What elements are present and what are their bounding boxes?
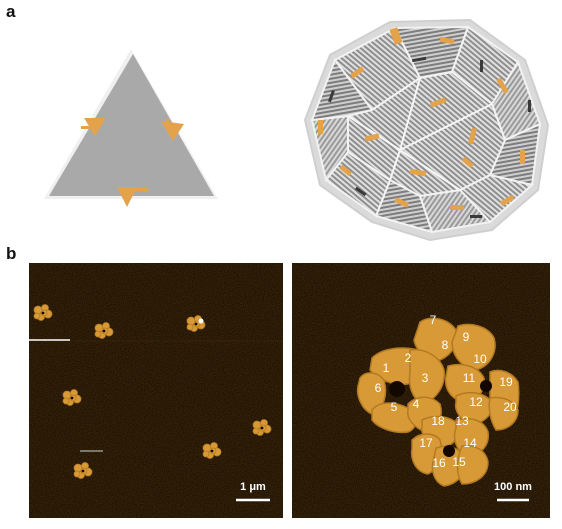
- panel-b-letter: b: [6, 244, 17, 263]
- particle-number-label: 14: [463, 436, 477, 450]
- particle-number-label: 13: [455, 414, 469, 428]
- cage-dark-gaps: [328, 56, 531, 218]
- cage-orange-strands: [318, 27, 525, 210]
- particle-number-label: 9: [463, 330, 470, 344]
- particle-number-label: 11: [463, 371, 476, 385]
- triangle-tile-diagram: [44, 49, 218, 207]
- particle-number-label: 15: [452, 455, 466, 469]
- scale-label-100nm: 100 nm: [494, 481, 532, 493]
- scale-label-1um: 1 μm: [240, 481, 266, 493]
- particle-number-label: 8: [442, 338, 449, 352]
- particle-number-label: 19: [499, 375, 513, 389]
- afm-particle: [94, 322, 114, 339]
- afm-bright-spot: [198, 318, 204, 324]
- particle-number-label: 5: [391, 400, 398, 414]
- particle-number-label: 4: [413, 397, 420, 411]
- afm-particle: [252, 419, 272, 436]
- binding-site-left: [81, 118, 106, 136]
- panel-a-letter: a: [6, 2, 16, 21]
- particle-number-label: 20: [503, 400, 517, 414]
- afm-particle: [202, 442, 222, 459]
- afm-overview-image: 1 μm: [29, 263, 283, 518]
- afm-zoom-pores: [389, 380, 492, 457]
- particle-number-label: 17: [419, 436, 433, 450]
- afm-overview-particles: [33, 304, 272, 479]
- afm-particle: [62, 389, 82, 406]
- particle-number-label: 16: [432, 456, 446, 470]
- afm-zoom-cage: [356, 317, 520, 487]
- afm-particle: [73, 462, 93, 479]
- particle-number-label: 18: [431, 414, 445, 428]
- binding-site-bottom: [117, 187, 148, 207]
- particle-number-label: 10: [473, 352, 487, 366]
- binding-site-right: [161, 119, 184, 141]
- particle-number-label: 6: [375, 381, 382, 395]
- particle-number-label: 7: [430, 313, 437, 327]
- afm-particle: [33, 304, 53, 321]
- polyhedron-cage-diagram: [303, 18, 550, 242]
- particle-number-label: 1: [383, 361, 390, 375]
- particle-number-label: 2: [405, 351, 412, 365]
- particle-number-label: 12: [469, 395, 483, 409]
- particle-number-label: 3: [422, 371, 429, 385]
